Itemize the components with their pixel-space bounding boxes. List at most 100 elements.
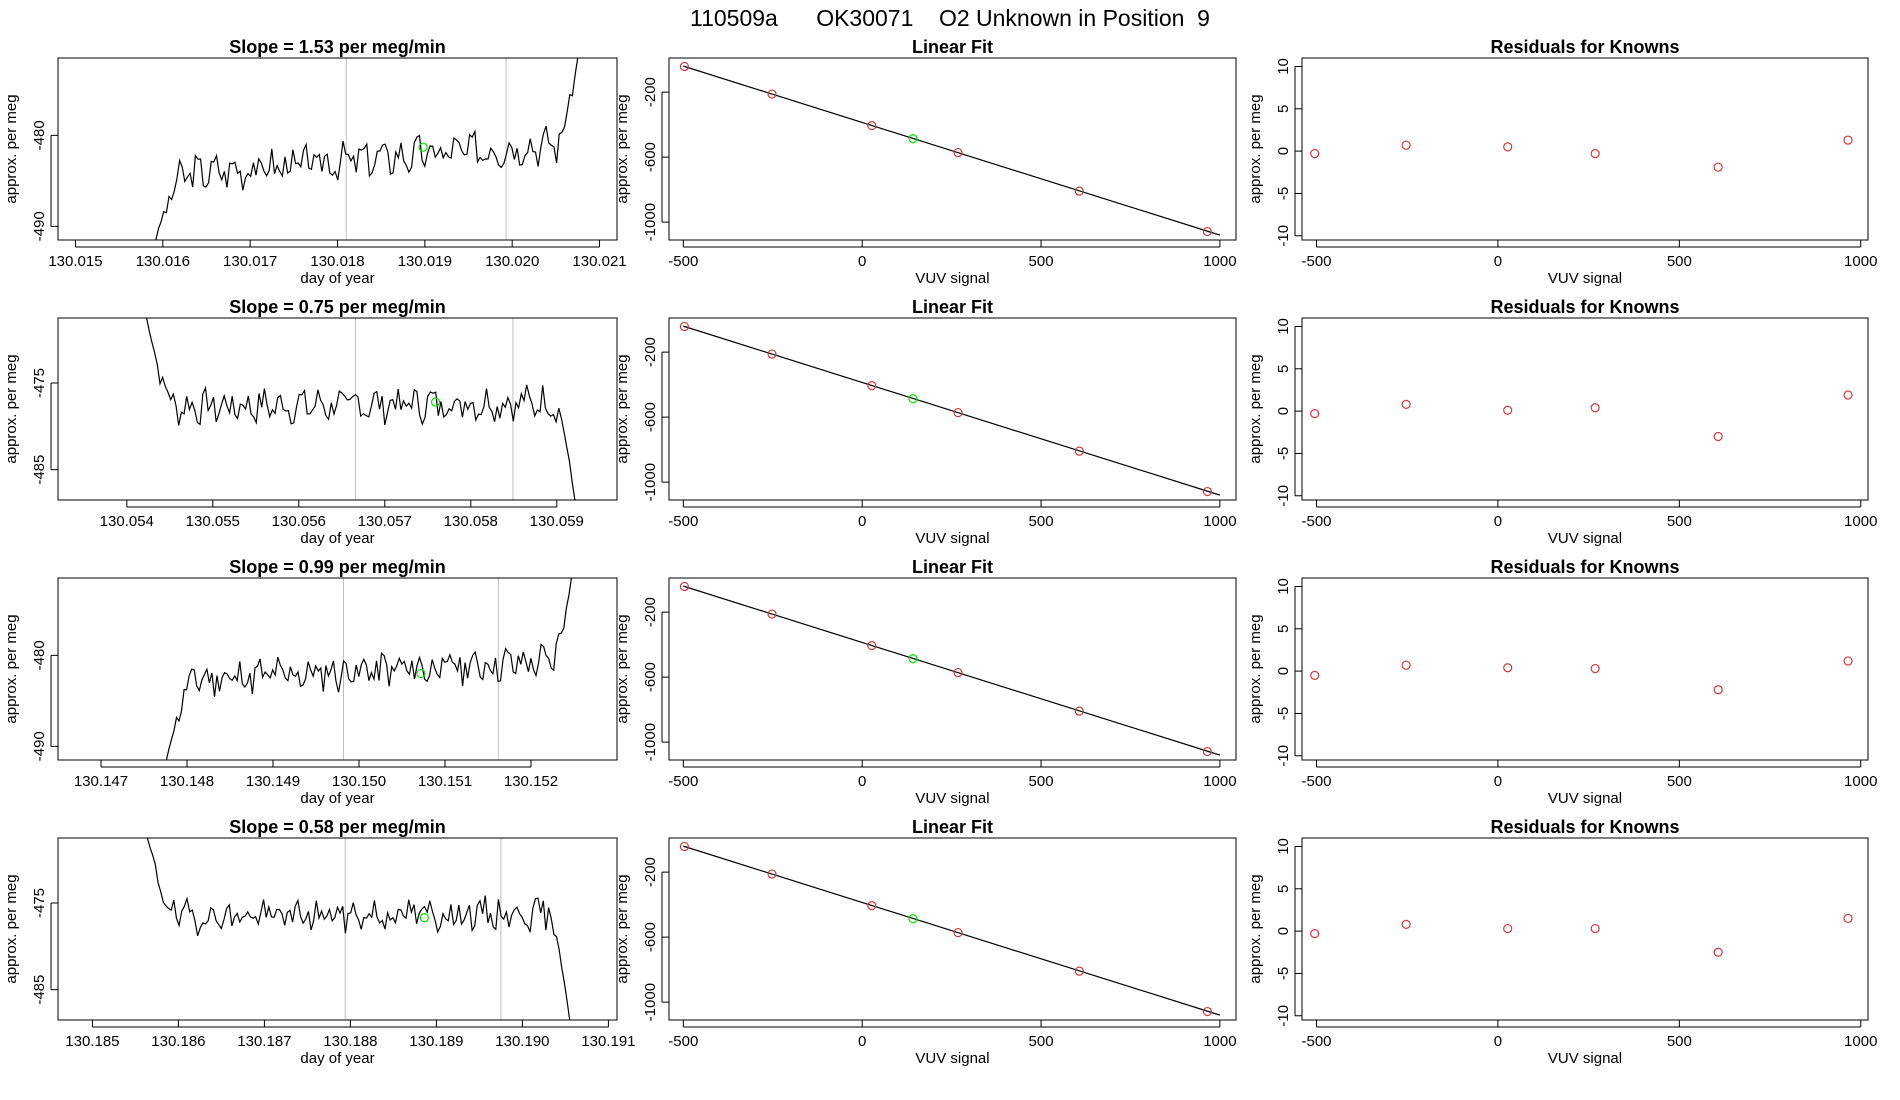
x-axis-label: day of year <box>300 270 374 287</box>
plot-area <box>1310 913 1853 957</box>
y-axis-label: approx. per meg <box>614 94 631 203</box>
chart-title: Slope = 0.99 per meg/min <box>229 557 446 577</box>
y-tick-label: -10 <box>1275 1005 1292 1027</box>
y-tick-label: 0 <box>1275 407 1292 415</box>
known-point <box>1310 149 1320 159</box>
chart-title: Residuals for Knowns <box>1490 37 1679 57</box>
x-tick-label: 1000 <box>1844 513 1877 530</box>
plot-area <box>165 578 572 760</box>
chart-panel: Linear Fit -500 0 500 1000 -200 -600 -1000 VUV s… <box>614 37 1237 287</box>
fit-line <box>683 65 1221 236</box>
chart-panel: Slope = 0.58 per meg/min 130.185 130.186 13… <box>3 817 636 1067</box>
y-tick-label: -200 <box>642 597 659 627</box>
series-line <box>155 58 579 240</box>
known-point <box>1713 162 1723 172</box>
x-axis-label: VUV signal <box>915 270 989 287</box>
known-point <box>1310 670 1320 680</box>
plot-frame <box>668 837 1237 1021</box>
known-point <box>867 900 877 911</box>
y-tick-label: 5 <box>1275 105 1292 113</box>
plot-frame <box>1301 317 1869 501</box>
chart-panel: Slope = 0.99 per meg/min 130.147 130.148 13… <box>3 557 618 807</box>
x-axis-label: VUV signal <box>915 1050 989 1067</box>
x-tick-label: 500 <box>1029 773 1054 790</box>
known-point <box>679 61 689 72</box>
chart-panel: Linear Fit -500 0 500 1000 -200 -600 -1000 VUV s… <box>614 557 1237 807</box>
x-tick-label: 500 <box>1029 513 1054 530</box>
chart-title: Slope = 1.53 per meg/min <box>229 37 446 57</box>
known-point <box>1503 663 1513 673</box>
x-tick-label: 130.016 <box>136 253 190 270</box>
chart-title: Slope = 0.58 per meg/min <box>229 817 446 837</box>
x-tick-label: 130.147 <box>74 773 128 790</box>
known-point <box>767 869 777 879</box>
plot-area <box>1310 390 1853 442</box>
chart-title: Residuals for Knowns <box>1490 817 1679 837</box>
x-tick-label: 0 <box>1494 253 1502 270</box>
x-tick-label: -500 <box>668 513 698 530</box>
known-point <box>1843 656 1853 666</box>
y-tick-label: -600 <box>642 402 659 432</box>
known-point <box>679 841 689 852</box>
y-tick-label: 0 <box>1275 927 1292 935</box>
x-tick-label: 130.019 <box>398 253 452 270</box>
plot-frame <box>668 57 1237 241</box>
known-point <box>1713 685 1723 695</box>
x-axis-label: day of year <box>300 1050 374 1067</box>
known-point <box>1590 663 1600 674</box>
unknown-point <box>908 394 918 404</box>
unknown-point <box>419 913 429 923</box>
series-line <box>165 578 572 760</box>
x-tick-label: 1000 <box>1203 513 1236 530</box>
y-tick-label: -1000 <box>642 983 659 1021</box>
y-tick-label: -600 <box>642 922 659 952</box>
y-tick-label: -490 <box>31 731 48 761</box>
known-point <box>1590 403 1600 413</box>
x-tick-label: 0 <box>858 253 866 270</box>
plot-frame <box>668 577 1237 761</box>
series-line <box>146 318 576 500</box>
x-tick-label: 1000 <box>1203 1033 1236 1050</box>
known-point <box>953 667 963 678</box>
known-point <box>867 640 877 651</box>
plot-frame <box>57 837 618 1021</box>
known-point <box>867 120 877 131</box>
unknown-point <box>418 142 428 152</box>
known-point <box>1401 919 1411 929</box>
unknown-point <box>908 134 918 144</box>
plot-frame <box>57 57 618 241</box>
known-point <box>1074 446 1084 456</box>
y-tick-label: 5 <box>1275 885 1292 893</box>
plot-area <box>679 321 1221 497</box>
x-tick-label: 130.054 <box>100 513 154 530</box>
x-tick-label: 130.148 <box>160 773 214 790</box>
y-tick-label: 10 <box>1275 578 1292 595</box>
y-axis-label: approx. per meg <box>614 354 631 463</box>
y-tick-label: -475 <box>31 888 48 918</box>
x-tick-label: 500 <box>1667 773 1692 790</box>
known-point <box>1590 923 1600 934</box>
x-tick-label: -500 <box>668 1033 698 1050</box>
x-tick-label: 130.150 <box>332 773 386 790</box>
x-tick-label: 1000 <box>1203 773 1236 790</box>
known-point <box>1074 966 1084 976</box>
plot-area <box>146 838 571 1020</box>
x-tick-label: -500 <box>1301 773 1331 790</box>
y-tick-label: -485 <box>31 975 48 1005</box>
x-tick-label: 130.190 <box>495 1033 549 1050</box>
known-point <box>679 321 689 332</box>
plot-frame <box>1301 577 1869 761</box>
x-tick-label: 500 <box>1029 1033 1054 1050</box>
plot-frame <box>668 317 1237 501</box>
x-tick-label: 130.186 <box>151 1033 205 1050</box>
unknown-point <box>430 397 441 407</box>
x-tick-label: -500 <box>1301 253 1331 270</box>
chart-title: Linear Fit <box>912 557 993 577</box>
x-tick-label: 1000 <box>1203 253 1236 270</box>
y-tick-label: -485 <box>31 455 48 485</box>
known-point <box>1590 149 1600 159</box>
x-tick-label: 130.058 <box>444 513 498 530</box>
x-tick-label: 130.056 <box>272 513 326 530</box>
plot-frame <box>1301 837 1869 1021</box>
